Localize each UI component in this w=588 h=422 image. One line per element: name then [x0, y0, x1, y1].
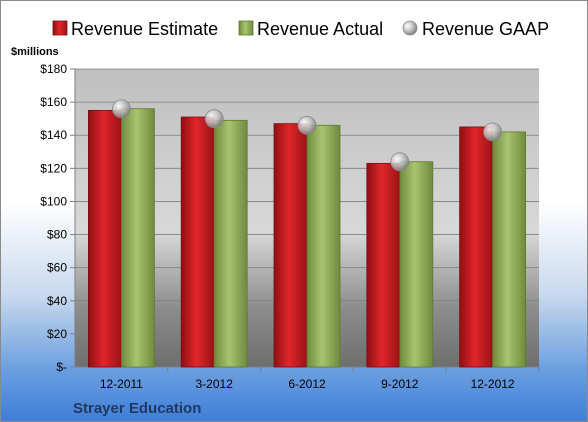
y-axis-unit-label: $millions: [11, 46, 59, 58]
marker-revenue-gaap: [483, 122, 503, 142]
x-tick-label: 9-2012: [381, 377, 419, 391]
bars: [88, 108, 527, 368]
bar-revenue-estimate: [180, 116, 215, 368]
y-tick-label: $20: [47, 327, 67, 341]
y-tick-label: $80: [47, 228, 67, 242]
legend-label-estimate: Revenue Estimate: [71, 19, 218, 39]
x-tick-label: 6-2012: [288, 377, 326, 391]
x-tick-label: 12-2011: [100, 377, 143, 391]
marker-revenue-gaap: [297, 115, 317, 135]
bar-revenue-actual: [213, 119, 248, 368]
bar-revenue-estimate: [366, 162, 401, 368]
x-tick-label: 12-2012: [471, 377, 515, 391]
legend-swatch-estimate: [52, 20, 68, 36]
bar-revenue-estimate: [88, 109, 122, 368]
y-tick-label: $160: [40, 95, 67, 109]
y-tick-label: $120: [40, 161, 67, 175]
legend-swatch-actual: [238, 20, 254, 36]
y-tick-label: $140: [40, 128, 67, 142]
marker-revenue-gaap: [112, 99, 131, 119]
y-tick-label: $180: [40, 62, 67, 76]
y-tick-label: $40: [47, 294, 67, 308]
bar-revenue-estimate: [459, 126, 494, 368]
gaap-markers: [112, 99, 503, 172]
legend: Revenue Estimate Revenue Actual Revenue …: [52, 19, 549, 39]
bar-revenue-actual: [121, 108, 155, 368]
y-tick-label: $60: [47, 261, 67, 275]
bar-revenue-actual: [399, 161, 434, 368]
legend-label-actual: Revenue Actual: [257, 19, 383, 39]
legend-label-gaap: Revenue GAAP: [422, 19, 549, 39]
marker-revenue-gaap: [204, 109, 224, 129]
bar-revenue-estimate: [273, 123, 308, 368]
bar-revenue-actual: [492, 131, 527, 368]
legend-swatch-gaap: [402, 20, 418, 36]
company-name: Strayer Education: [73, 400, 201, 417]
bar-revenue-actual: [306, 124, 341, 368]
y-tick-label: $100: [40, 194, 67, 208]
x-tick-label: 3-2012: [196, 377, 234, 391]
y-tick-label: $-: [56, 360, 67, 374]
marker-revenue-gaap: [390, 152, 410, 172]
